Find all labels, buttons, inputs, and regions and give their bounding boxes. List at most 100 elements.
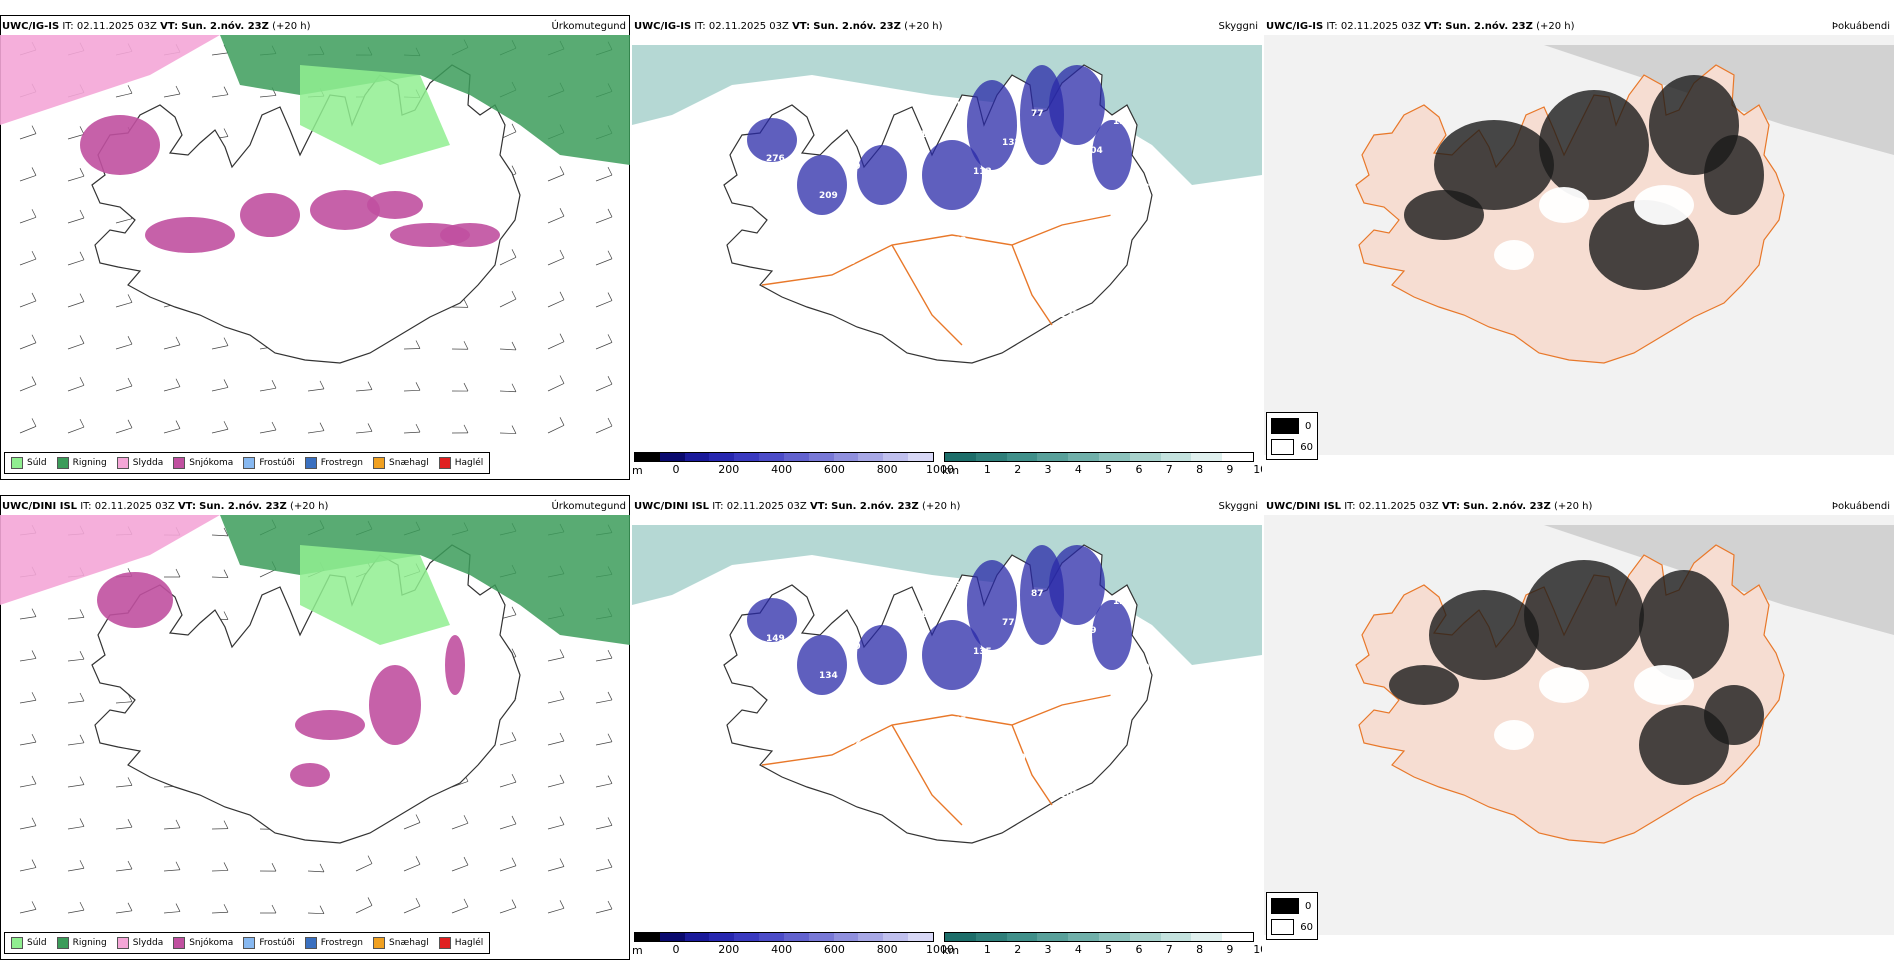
init-time: 02.11.2025 03Z [77, 21, 157, 32]
wind-barb [548, 383, 564, 391]
wind-barb-flag [80, 252, 84, 260]
colorbar-tick: 7 [1166, 463, 1173, 476]
legend-item: Rigning [57, 937, 107, 949]
wind-barb [212, 346, 228, 349]
colorbar-swatches [634, 932, 934, 942]
value-label: 58 [742, 568, 755, 578]
wind-barb [356, 864, 372, 871]
value-label: 100 [1007, 753, 1026, 763]
wind-barb-flag [464, 899, 468, 907]
wind-barb-flag [608, 650, 612, 658]
wind-barb [404, 432, 420, 433]
wind-barb-flag [560, 858, 564, 866]
fog-map [1264, 35, 1894, 455]
fog-key-row: 0 [1271, 418, 1313, 434]
wind-barb-flag [176, 820, 180, 828]
wind-barb-flag [512, 124, 516, 132]
panel-header: UWC/DINI ISL IT: 02.11.2025 03Z VT: Sun.… [1266, 501, 1592, 512]
value-label: 135 [973, 647, 992, 657]
wind-barb [596, 658, 612, 661]
wind-barb [404, 390, 420, 391]
wind-barb-flag [560, 334, 564, 342]
colorbar-cell [908, 933, 933, 941]
vt-label: VT: [792, 21, 810, 32]
wind-barb [596, 784, 612, 787]
wind-barb-flag [512, 166, 516, 174]
wind-barb-flag [560, 417, 564, 425]
wind-barb [116, 219, 132, 223]
value-label: 125 [1055, 175, 1074, 185]
colorbar-cell [883, 933, 908, 941]
fog-key-swatch [1271, 919, 1294, 935]
wind-barb-flag [608, 334, 612, 342]
lead-time: (+20 h) [290, 501, 328, 512]
wind-barb-flag [80, 777, 84, 785]
wind-barb-flag [32, 167, 36, 175]
colorbar-cell [1068, 453, 1099, 461]
wind-barb-flag [560, 775, 564, 783]
value-label: 77 [1031, 109, 1044, 119]
value-label: 62 [954, 236, 967, 246]
wind-barb-flag [80, 294, 84, 302]
model-name: UWC/IG-IS [634, 21, 691, 32]
wind-barb-flag [224, 338, 228, 346]
wind-barb-flag [464, 383, 468, 391]
wind-barb [500, 866, 516, 871]
panel-title: Skyggni [1218, 501, 1258, 512]
legend-swatch [57, 937, 69, 949]
wind-barb-flag [80, 651, 84, 659]
wind-barb [68, 343, 84, 349]
value-label: 147 [867, 93, 886, 103]
legend-item: Súld [11, 937, 47, 949]
fog-clear-area [1494, 240, 1534, 270]
value-label: 99 [896, 294, 909, 304]
value-label: 75 [1026, 204, 1039, 214]
it-label: IT: [1344, 501, 1355, 512]
wind-barb [548, 258, 564, 265]
lead-time: (+20 h) [1554, 501, 1592, 512]
wind-barb [116, 827, 132, 829]
legend-item: Frostúði [243, 457, 294, 469]
colorbar-swatches [634, 452, 934, 462]
wind-barb-flag [416, 382, 420, 390]
precip-panel-row2: UWC/DINI ISL IT: 02.11.2025 03Z VT: Sun.… [0, 495, 630, 960]
legend-item: Snjókoma [173, 457, 233, 469]
colorbar-tick: 600 [824, 463, 845, 476]
wind-barb [596, 426, 612, 433]
wind-barb [596, 301, 612, 307]
wind-barb-flag [320, 864, 324, 872]
value-label: 51 [901, 679, 914, 689]
colorbar-cell [635, 453, 660, 461]
wind-barb-flag [512, 607, 516, 615]
wind-barb [68, 218, 84, 223]
legend-item: Haglél [439, 457, 484, 469]
legend-label: Rigning [73, 938, 107, 948]
wind-barb-flag [32, 251, 36, 259]
wind-barb [68, 302, 84, 307]
wind-barb [548, 866, 564, 871]
wind-barb [212, 870, 228, 871]
legend-swatch [117, 937, 129, 949]
colorbar-tick: 3 [1045, 463, 1052, 476]
legend-item: Snjókoma [173, 937, 233, 949]
value-label: 131 [790, 220, 809, 230]
model-name: UWC/IG-IS [2, 21, 59, 32]
legend-label: Slydda [133, 458, 163, 468]
wind-barb-flag [32, 650, 36, 658]
colorbar-tick: 2 [1014, 463, 1021, 476]
wind-barb-flag [608, 734, 612, 742]
fog-key-label: 0 [1305, 901, 1311, 912]
panel-header: UWC/IG-IS IT: 02.11.2025 03Z VT: Sun. 2.… [634, 21, 943, 32]
colorbar-cell [945, 453, 976, 461]
wind-barb-flag [176, 862, 180, 870]
value-label: 132 [843, 737, 862, 747]
wind-barb [500, 299, 516, 307]
wind-barb-flag [224, 129, 228, 137]
colorbar-cell [858, 933, 883, 941]
wind-barb-flag [512, 249, 516, 257]
fog-clear-area [1539, 187, 1589, 223]
legend-label: Rigning [73, 458, 107, 468]
precip-map [0, 515, 630, 935]
